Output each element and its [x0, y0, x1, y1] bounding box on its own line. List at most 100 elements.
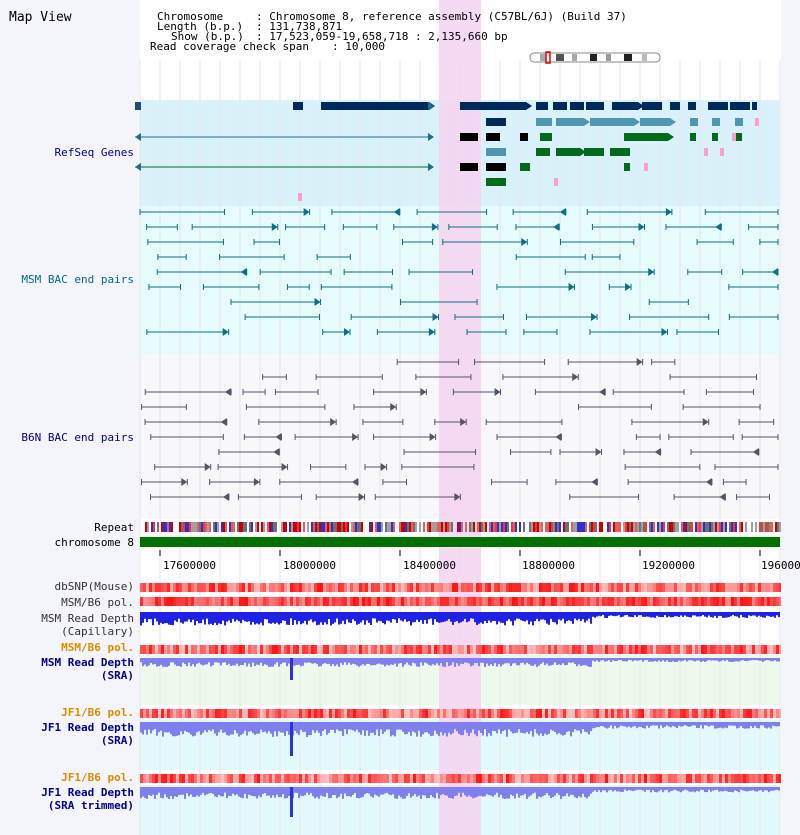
read-depth-bar — [294, 722, 296, 731]
polymorphism-cell — [476, 774, 479, 783]
polymorphism-cell — [437, 597, 440, 606]
polymorphism-cell — [257, 597, 260, 606]
read-depth-bar — [752, 658, 754, 660]
polymorphism-cell — [689, 597, 692, 606]
polymorphism-cell — [299, 709, 302, 718]
read-depth-bar — [364, 787, 366, 795]
read-depth-bar — [332, 722, 334, 730]
read-depth-bar — [430, 658, 432, 666]
read-depth-bar — [492, 612, 494, 622]
repeat-element — [445, 522, 447, 532]
read-depth-bar — [668, 787, 670, 793]
read-depth-bar — [756, 658, 758, 661]
read-depth-bar — [712, 612, 714, 618]
read-depth-bar — [200, 658, 202, 665]
polymorphism-cell — [596, 597, 599, 606]
read-depth-bar — [292, 612, 294, 625]
polymorphism-cell — [446, 709, 449, 718]
polymorphism-cell — [212, 583, 215, 592]
read-depth-bar — [724, 722, 726, 728]
axis-tick-label: 19200000 — [642, 559, 695, 572]
polymorphism-cell — [764, 645, 767, 654]
polymorphism-cell — [323, 709, 326, 718]
read-depth-bar — [424, 722, 426, 733]
read-depth-bar — [738, 722, 740, 728]
polymorphism-cell — [341, 645, 344, 654]
read-depth-bar — [672, 612, 674, 618]
repeat-element — [529, 522, 531, 532]
read-depth-bar — [496, 722, 498, 734]
polymorphism-cell — [713, 774, 716, 783]
polymorphism-cell — [362, 774, 365, 783]
read-depth-bar — [436, 722, 438, 735]
polymorphism-cell — [428, 583, 431, 592]
read-depth-bar — [566, 658, 568, 665]
b6n-bac-track-label[interactable]: B6N BAC end pairs — [21, 431, 134, 444]
read-depth-bar — [404, 722, 406, 735]
gene-block — [486, 118, 506, 126]
read-depth-bar — [668, 612, 670, 617]
read-depth-bar — [530, 722, 532, 732]
read-depth-bar — [424, 787, 426, 796]
read-depth-bar — [348, 722, 350, 730]
polymorphism-cell — [326, 774, 329, 783]
read-depth-bar — [740, 612, 742, 615]
read-depth-bar — [544, 612, 546, 621]
read-depth-bar — [528, 612, 530, 625]
read-depth-bar — [692, 722, 694, 726]
polymorphism-cell — [665, 597, 668, 606]
read-depth-bar — [426, 658, 428, 664]
read-depth-bar — [750, 722, 752, 727]
polymorphism-cell — [677, 583, 680, 592]
read-depth-bar — [502, 612, 504, 623]
read-depth-bar — [386, 787, 388, 793]
read-depth-bar — [384, 658, 386, 667]
b6n-bac-glyph — [225, 388, 232, 396]
read-depth-bar — [638, 612, 640, 616]
gene-block — [730, 102, 750, 110]
repeat-element — [405, 522, 407, 532]
read-depth-bar — [736, 612, 738, 617]
refseq-track-label[interactable]: RefSeq Genes — [54, 146, 134, 159]
repeat-element — [637, 522, 639, 532]
polymorphism-cell — [443, 597, 446, 606]
polymorphism-cell — [692, 583, 695, 592]
gene-strand-arrow — [634, 118, 640, 126]
read-depth-bar — [644, 722, 646, 729]
read-depth-bar — [524, 658, 526, 665]
read-depth-bar — [598, 722, 600, 728]
polymorphism-cell — [734, 597, 737, 606]
read-depth-bar — [706, 658, 708, 661]
read-depth-bar — [298, 612, 300, 622]
read-depth-bar — [538, 658, 540, 666]
polymorphism-cell — [695, 583, 698, 592]
read-depth-bar — [390, 658, 392, 665]
polymorphism-cell — [503, 597, 506, 606]
polymorphism-cell — [422, 645, 425, 654]
read-depth-bar — [232, 612, 234, 619]
pseudogene-mark — [732, 133, 736, 141]
polymorphism-cell — [491, 645, 494, 654]
read-depth-bar — [432, 612, 434, 625]
polymorphism-cell — [419, 645, 422, 654]
ideogram-band — [624, 54, 632, 61]
polymorphism-cell — [188, 774, 191, 783]
polymorphism-cell — [494, 597, 497, 606]
read-depth-bar — [626, 787, 628, 791]
read-depth-bar — [578, 612, 580, 619]
read-depth-bar — [636, 612, 638, 617]
read-depth-bar — [238, 612, 240, 622]
gene-block — [486, 133, 500, 141]
polymorphism-cell — [203, 583, 206, 592]
read-depth-bar — [640, 658, 642, 660]
read-depth-bar — [274, 787, 276, 798]
msm-bac-track-label[interactable]: MSM BAC end pairs — [21, 273, 134, 286]
polymorphism-cell — [455, 597, 458, 606]
polymorphism-cell — [749, 597, 752, 606]
polymorphism-cell — [503, 774, 506, 783]
polymorphism-cell — [290, 583, 293, 592]
polymorphism-cell — [572, 583, 575, 592]
polymorphism-cell — [521, 774, 524, 783]
polymorphism-cell — [779, 645, 782, 654]
polymorphism-cell — [416, 597, 419, 606]
